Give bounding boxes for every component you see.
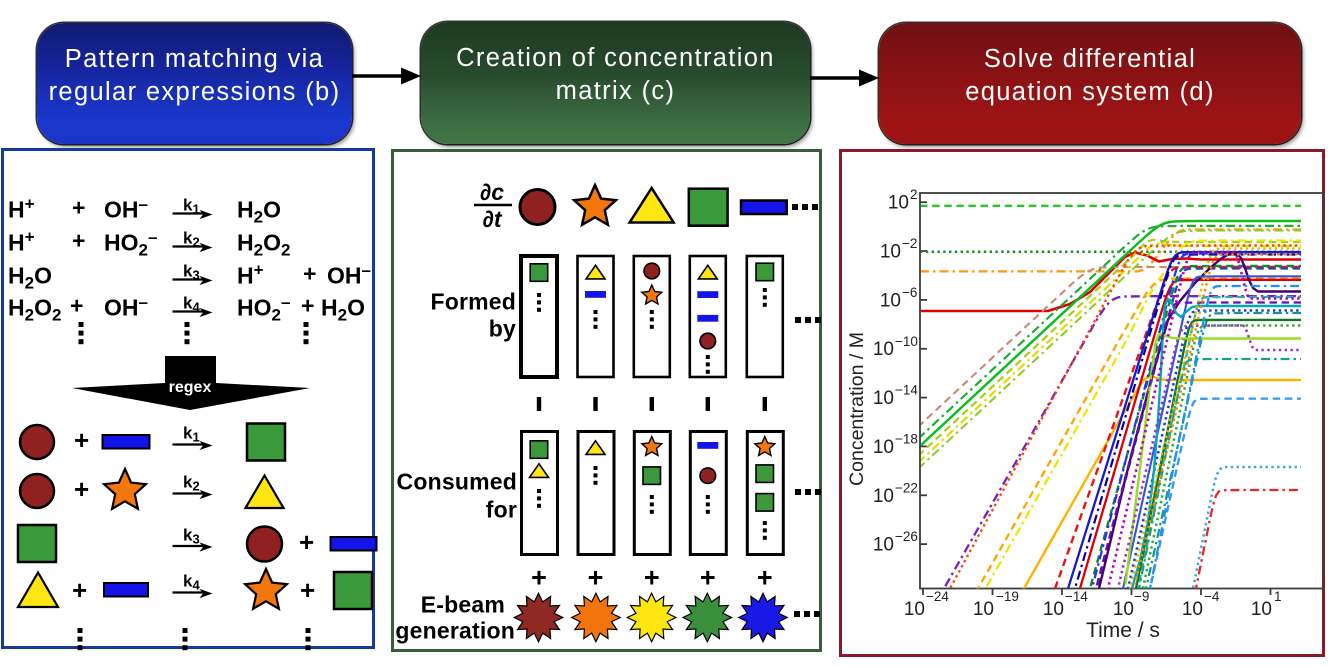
svg-text:Time / s: Time / s [1086, 619, 1160, 642]
svg-text:−26: −26 [895, 529, 918, 544]
svg-text:−14: −14 [895, 383, 918, 398]
svg-text:10: 10 [873, 535, 894, 556]
svg-text:−19: −19 [996, 589, 1019, 604]
svg-text:1: 1 [1274, 589, 1282, 604]
svg-text:−22: −22 [895, 480, 918, 495]
svg-text:2: 2 [910, 187, 918, 202]
svg-text:−24: −24 [926, 589, 949, 604]
svg-text:−9: −9 [1134, 589, 1149, 604]
svg-text:10: 10 [1251, 599, 1272, 620]
svg-text:10: 10 [904, 599, 925, 620]
svg-text:10: 10 [873, 437, 894, 458]
svg-text:−2: −2 [902, 236, 917, 251]
svg-text:10: 10 [880, 290, 901, 311]
svg-text:10: 10 [873, 388, 894, 409]
svg-text:−4: −4 [1204, 589, 1220, 604]
svg-text:−10: −10 [895, 334, 918, 349]
svg-text:−14: −14 [1065, 589, 1088, 604]
svg-text:10: 10 [880, 242, 901, 263]
svg-text:Concentration / M: Concentration / M [846, 332, 868, 486]
svg-text:10: 10 [873, 339, 894, 360]
svg-text:−18: −18 [895, 431, 918, 446]
svg-text:10: 10 [1043, 599, 1064, 620]
svg-text:10: 10 [1182, 599, 1203, 620]
svg-text:10: 10 [973, 599, 994, 620]
svg-text:−6: −6 [902, 285, 917, 300]
svg-text:10: 10 [888, 193, 909, 214]
svg-text:10: 10 [873, 486, 894, 507]
svg-text:10: 10 [1113, 599, 1134, 620]
